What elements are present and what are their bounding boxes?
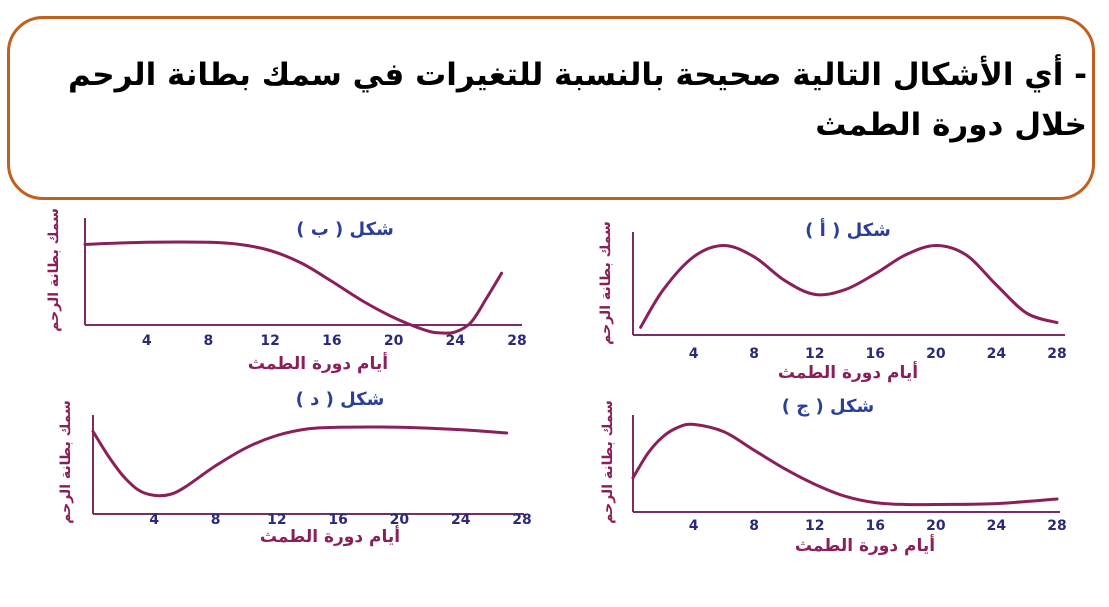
- x-tick-label-d-20: 20: [390, 512, 410, 528]
- y-axis-label-a: سمك بطانة الرحم: [598, 221, 614, 345]
- x-axis-label-a: أيام دورة الطمث: [778, 361, 918, 383]
- x-axis-label-j: أيام دورة الطمث: [795, 534, 935, 556]
- y-axis-label-b: سمك بطانة الرحم: [46, 208, 62, 332]
- series-line-d: [91, 425, 509, 498]
- chart-a: شكل ( أ ) 4 8 12 16 20 24 28 أيام دورة الطمث سمك …: [598, 218, 1067, 383]
- chart-d: شكل ( د ) 4 8 12 16 20 24 28 أيام دورة الطمث سمك …: [58, 389, 532, 547]
- x-tick-label-a-12: 12: [805, 346, 824, 362]
- x-tick-label-j-4: 4: [689, 518, 699, 534]
- x-tick-label-b-8: 8: [204, 333, 214, 349]
- x-tick-label-j-28: 28: [1047, 518, 1066, 534]
- x-tick-label-b-12: 12: [260, 333, 279, 349]
- x-tick-label-a-28: 28: [1047, 346, 1066, 362]
- x-axis-label-d: أيام دورة الطمث: [260, 525, 400, 547]
- chart-title-b: شكل ( ب ): [296, 219, 394, 240]
- x-tick-label-j-8: 8: [749, 518, 759, 534]
- x-tick-label-a-16: 16: [866, 346, 885, 362]
- x-tick-label-a-4: 4: [689, 346, 699, 362]
- x-tick-label-j-16: 16: [866, 518, 885, 534]
- x-tick-label-d-24: 24: [451, 512, 471, 528]
- x-tick-label-d-8: 8: [211, 512, 221, 528]
- question-box: [7, 16, 1095, 200]
- chart-title-j: شكل ( ج ): [782, 396, 874, 417]
- x-tick-label-d-28: 28: [512, 512, 531, 528]
- x-tick-label-j-12: 12: [805, 518, 824, 534]
- chart-j: شكل ( ج ) 4 8 12 16 20 24 28 أيام دورة الطمث سمك …: [600, 396, 1067, 556]
- x-axis-label-b: أيام دورة الطمث: [248, 352, 388, 374]
- question-text: - أي الأشكال التالية صحيحة بالنسبة للتغي…: [68, 57, 1087, 143]
- x-tick-label-d-16: 16: [328, 512, 347, 528]
- x-tick-label-j-24: 24: [987, 518, 1007, 534]
- series-line-a: [639, 243, 1059, 329]
- x-tick-label-d-12: 12: [267, 512, 286, 528]
- x-tick-label-b-16: 16: [322, 333, 341, 349]
- x-tick-label-b-24: 24: [446, 333, 466, 349]
- chart-title-a: شكل ( أ ): [805, 218, 891, 241]
- series-line-j: [631, 422, 1059, 507]
- x-tick-label-b-28: 28: [507, 333, 526, 349]
- x-tick-label-a-8: 8: [749, 346, 759, 362]
- series-line-b: [83, 240, 504, 335]
- x-tick-label-b-20: 20: [384, 333, 404, 349]
- y-axis-label-j: سمك بطانة الرحم: [600, 400, 616, 524]
- x-tick-label-j-20: 20: [926, 518, 946, 534]
- x-tick-label-a-24: 24: [987, 346, 1007, 362]
- chart-title-d: شكل ( د ): [296, 389, 385, 410]
- y-axis-label-d: سمك بطانة الرحم: [58, 400, 74, 524]
- chart-b: شكل ( ب ) 4 8 12 16 20 24 28 أيام دورة الطمث سمك …: [46, 208, 527, 374]
- x-tick-label-d-4: 4: [149, 512, 159, 528]
- x-tick-label-a-20: 20: [926, 346, 946, 362]
- x-tick-label-b-4: 4: [142, 333, 152, 349]
